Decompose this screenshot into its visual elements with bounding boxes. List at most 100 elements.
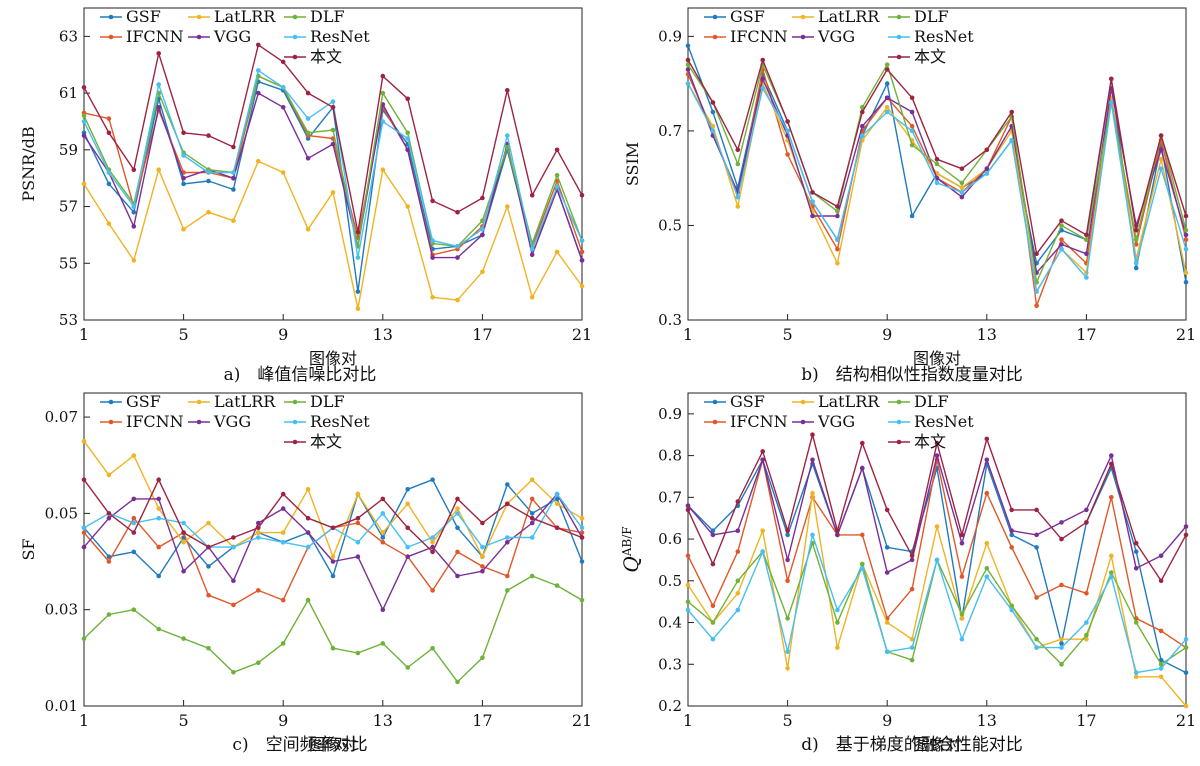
data-point: [131, 453, 137, 458]
data-point: [554, 583, 560, 588]
data-point: [380, 73, 386, 79]
x-tick-label: 21: [572, 325, 592, 344]
data-point: [405, 665, 411, 670]
data-point: [884, 570, 890, 575]
data-point: [156, 51, 161, 56]
series-VGG: [685, 67, 1189, 276]
data-point: [1109, 570, 1114, 575]
data-point: [554, 491, 560, 497]
data-point: [430, 198, 435, 204]
legend-label: GSF: [730, 7, 765, 26]
data-point: [455, 573, 460, 579]
data-point: [255, 660, 261, 665]
data-point: [1034, 507, 1039, 513]
data-point: [1084, 520, 1089, 525]
data-point: [131, 607, 137, 612]
data-point: [579, 515, 585, 521]
data-point: [1109, 461, 1114, 467]
data-point: [455, 525, 460, 531]
legend-label: VGG: [817, 412, 855, 431]
data-point: [835, 213, 840, 219]
data-point: [710, 620, 716, 625]
data-point: [355, 255, 361, 260]
data-point: [860, 440, 865, 446]
data-point: [835, 607, 840, 613]
data-point: [255, 588, 261, 593]
data-point: [934, 157, 940, 162]
legend-label: LatLRR: [818, 7, 880, 26]
data-point: [529, 515, 535, 521]
data-point: [934, 161, 940, 167]
data-point: [505, 204, 510, 209]
data-point: [1059, 662, 1064, 667]
data-point: [106, 181, 112, 187]
legend-marker: [712, 14, 718, 20]
legend-label: IFCNN: [730, 412, 788, 431]
data-point: [760, 449, 765, 454]
series-LatLRR: [685, 490, 1189, 709]
plot-frame: [687, 7, 1187, 321]
data-point: [860, 465, 865, 471]
data-point: [529, 252, 535, 258]
data-point: [884, 62, 890, 67]
legend-label: ResNet: [310, 27, 370, 46]
data-point: [231, 175, 236, 181]
data-point: [710, 561, 716, 567]
data-point: [909, 95, 915, 101]
data-point: [355, 491, 361, 497]
data-point: [1059, 536, 1064, 542]
data-point: [554, 501, 560, 507]
data-point: [1183, 279, 1189, 285]
y-tick-label: 0.3: [658, 655, 682, 673]
x-tick-label: 13: [373, 325, 393, 344]
data-point: [380, 535, 386, 540]
data-point: [810, 457, 815, 463]
data-point: [685, 57, 691, 63]
data-point: [710, 100, 716, 105]
series-line: [83, 92, 583, 261]
legend-marker: [196, 419, 202, 425]
data-point: [554, 184, 560, 189]
y-axis-label: SSIM: [623, 142, 642, 186]
data-point: [206, 645, 211, 651]
data-point: [685, 582, 691, 588]
x-tick-label: 21: [1176, 325, 1196, 344]
data-point: [1059, 237, 1064, 242]
data-point: [710, 109, 716, 115]
data-point: [156, 82, 161, 87]
legend-label: DLF: [914, 392, 949, 411]
data-point: [280, 540, 286, 545]
data-point: [1084, 275, 1089, 280]
data-point: [81, 544, 87, 550]
series-VGG: [81, 90, 585, 263]
data-point: [1009, 607, 1014, 613]
data-point: [529, 535, 535, 540]
data-point: [81, 525, 87, 531]
y-tick-label: 0.7: [658, 122, 682, 140]
data-point: [380, 540, 386, 545]
data-point: [156, 167, 161, 172]
data-point: [785, 666, 790, 671]
data-point: [984, 574, 990, 579]
data-point: [1183, 213, 1189, 219]
legend-label: IFCNN: [126, 412, 184, 431]
data-point: [1133, 237, 1139, 242]
data-point: [710, 128, 716, 134]
data-point: [131, 167, 137, 172]
data-point: [430, 295, 435, 300]
data-point: [1183, 645, 1189, 650]
data-point: [280, 597, 286, 603]
chart-caption: d) 基于梯度的融合性能对比: [801, 735, 1023, 755]
legend-label: LatLRR: [214, 7, 276, 26]
data-point: [255, 158, 261, 164]
data-point: [231, 144, 236, 150]
data-point: [1133, 674, 1139, 680]
data-point: [380, 641, 386, 646]
data-point: [685, 67, 691, 72]
data-point: [131, 515, 137, 521]
data-point: [156, 515, 161, 521]
data-point: [860, 133, 865, 138]
data-point: [305, 226, 311, 232]
legend-marker: [196, 34, 202, 40]
